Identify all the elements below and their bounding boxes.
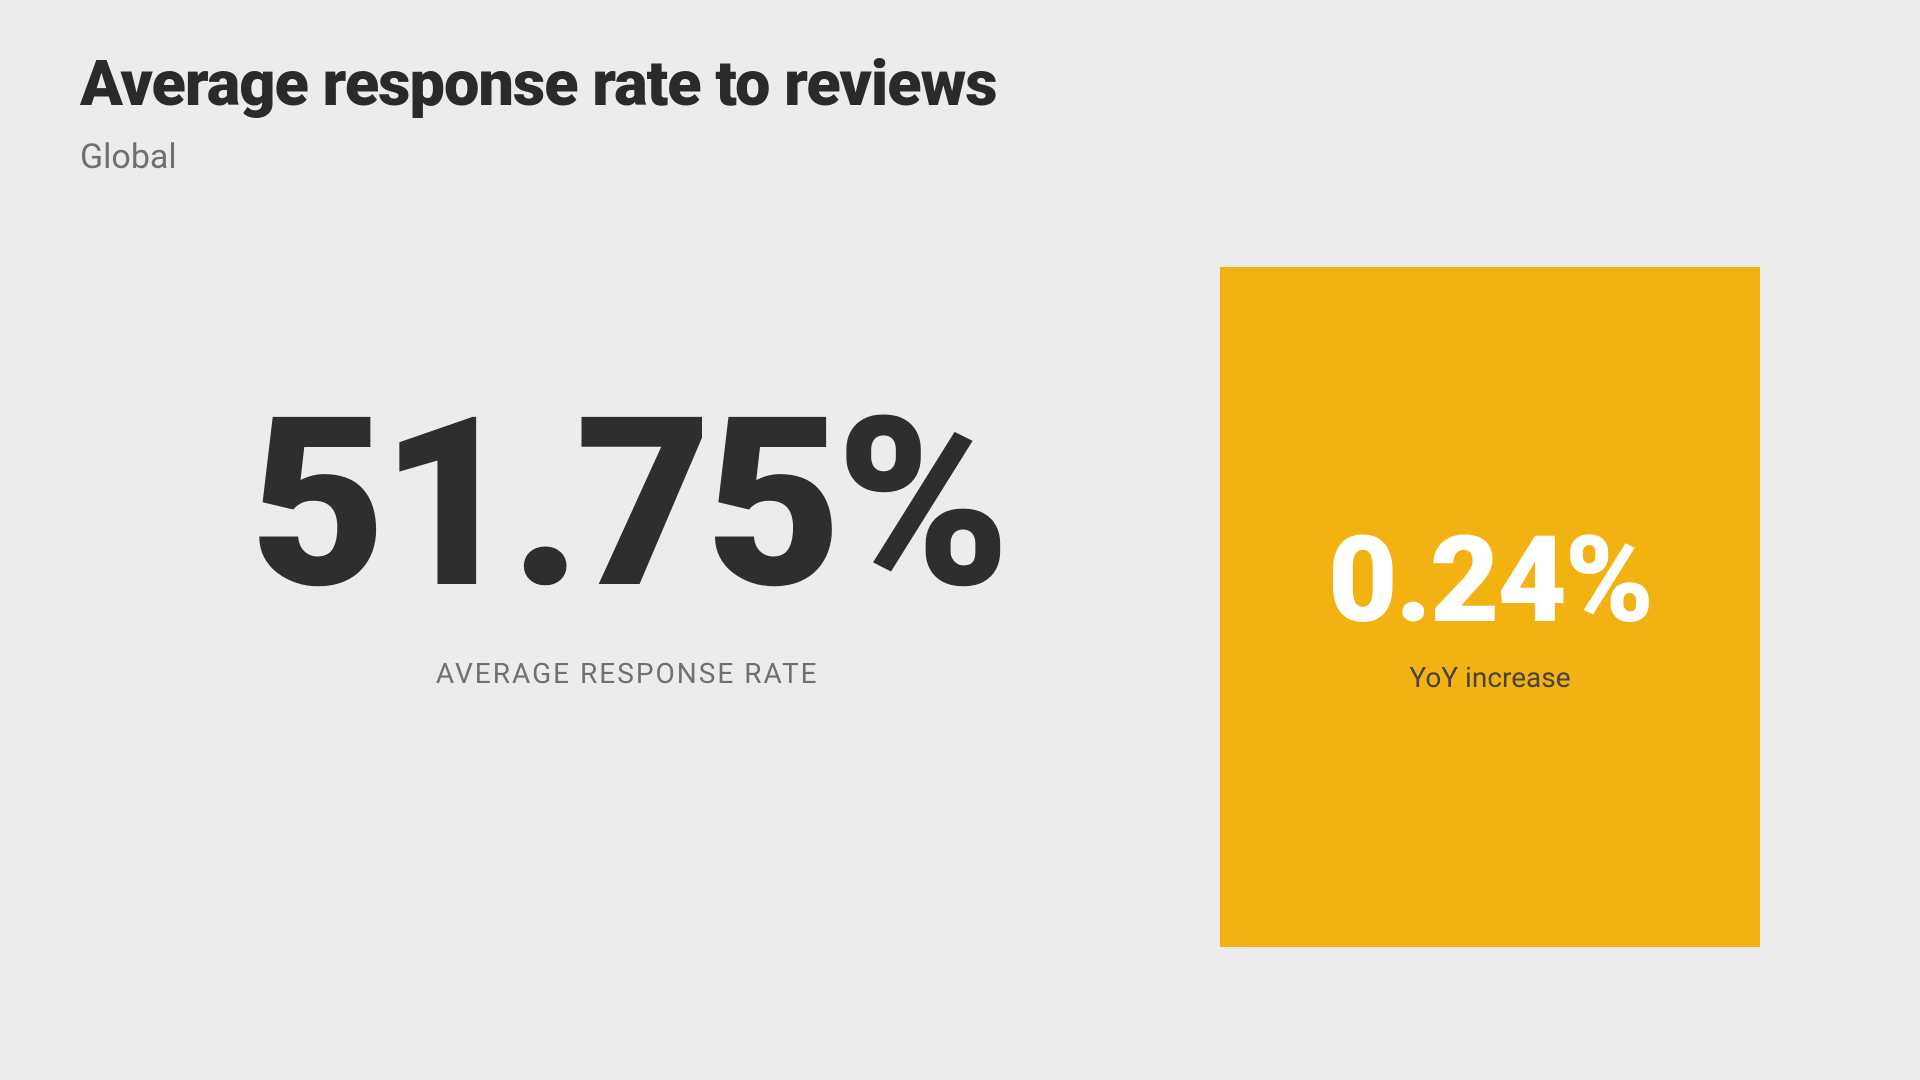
main-stat-label: AVERAGE RESPONSE RATE: [250, 657, 1005, 690]
content-area: 51.75% AVERAGE RESPONSE RATE 0.24% YoY i…: [80, 197, 1840, 997]
main-stat-value: 51.75%: [250, 387, 1005, 622]
header: Average response rate to reviews Global: [80, 50, 1840, 177]
main-stat-block: 51.75% AVERAGE RESPONSE RATE: [250, 387, 1005, 690]
page-title: Average response rate to reviews: [80, 50, 1840, 119]
highlight-box: 0.24% YoY increase: [1220, 267, 1760, 947]
highlight-stat-label: YoY increase: [1409, 661, 1570, 694]
page-subtitle: Global: [80, 137, 1840, 177]
highlight-stat-value: 0.24%: [1328, 521, 1652, 641]
infographic-container: Average response rate to reviews Global …: [0, 0, 1920, 1080]
